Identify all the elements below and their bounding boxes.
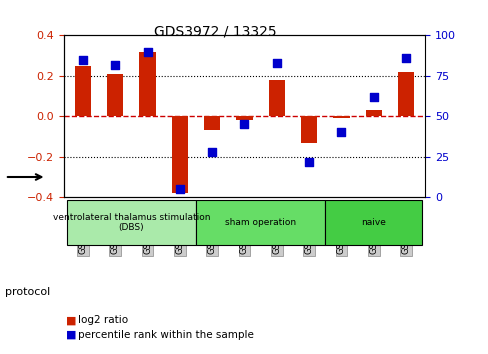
Point (272, 60, 280, 66)
Point (401, 55, 409, 61)
FancyBboxPatch shape (325, 200, 421, 245)
Point (176, 186, 183, 192)
Bar (75, 66, 91, 116)
Text: naive: naive (361, 218, 386, 227)
Point (305, 159, 312, 165)
Bar (107, 74, 123, 116)
Point (79, 57, 87, 63)
Point (111, 62, 119, 67)
Text: sham operation: sham operation (224, 218, 296, 227)
Bar (139, 52, 155, 116)
Point (208, 149, 216, 155)
Bar (365, 110, 381, 116)
Bar (268, 80, 285, 116)
Bar (333, 116, 349, 118)
Point (240, 121, 248, 127)
FancyBboxPatch shape (196, 200, 325, 245)
Text: GDS3972 / 13325: GDS3972 / 13325 (154, 25, 276, 39)
Text: ■: ■ (66, 330, 76, 339)
Bar (397, 72, 413, 116)
Text: ■: ■ (66, 315, 76, 325)
Text: protocol: protocol (5, 287, 50, 297)
Bar (301, 116, 317, 143)
Text: percentile rank within the sample: percentile rank within the sample (78, 330, 254, 339)
Bar (203, 116, 220, 131)
FancyBboxPatch shape (67, 200, 196, 245)
Text: log2 ratio: log2 ratio (78, 315, 128, 325)
Bar (236, 116, 252, 120)
Text: ventrolateral thalamus stimulation
(DBS): ventrolateral thalamus stimulation (DBS) (53, 213, 210, 232)
Bar (171, 116, 187, 193)
Point (337, 130, 345, 135)
Point (143, 49, 151, 55)
Point (369, 94, 377, 100)
